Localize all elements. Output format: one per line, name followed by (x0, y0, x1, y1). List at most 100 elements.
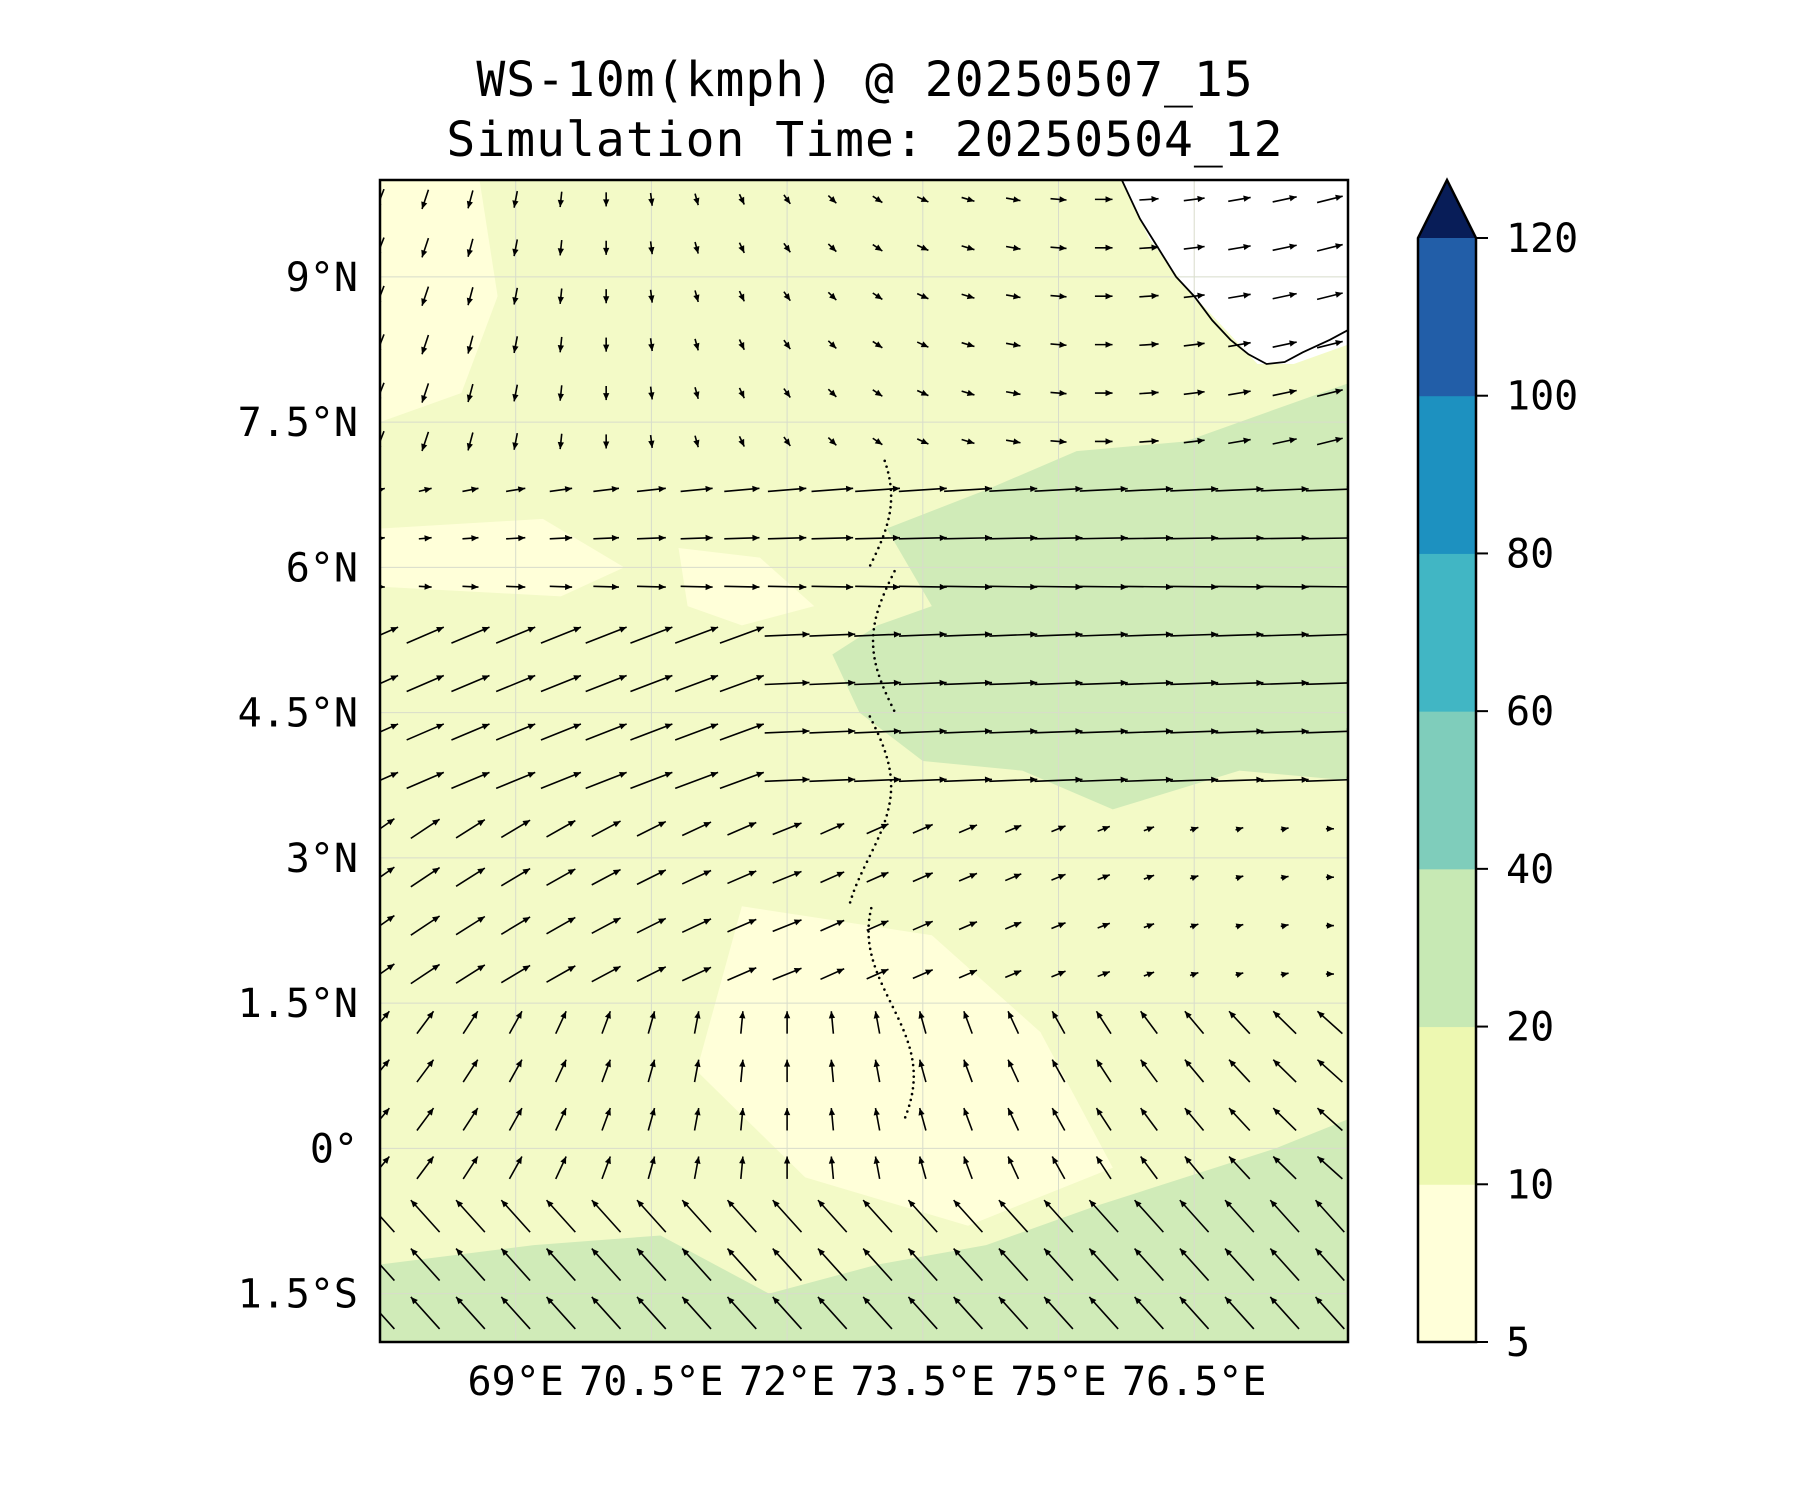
wind-arrow (1094, 293, 1113, 300)
wind-arrow-head (436, 723, 444, 730)
wind-arrow-head (846, 583, 854, 591)
wind-arrow (648, 241, 655, 255)
wind-arrow-head (515, 1011, 522, 1019)
wind-arrow-head (1165, 534, 1173, 542)
wind-arrow (1272, 292, 1297, 300)
x-tick-label: 73.5°E (851, 1359, 996, 1405)
wind-arrow-head (1289, 437, 1297, 444)
wind-arrow (406, 723, 445, 741)
wind-arrow (989, 583, 1038, 591)
wind-arrow-head (1013, 244, 1021, 251)
wind-arrow-head (998, 1248, 1006, 1256)
wind-arrow-head (893, 631, 901, 638)
wind-arrow-head (527, 723, 536, 730)
wind-arrow-head (1030, 776, 1038, 783)
wind-arrow (1050, 244, 1067, 252)
wind-arrow-head (1030, 728, 1038, 735)
wind-arrow-shaft (1079, 633, 1128, 637)
wind-arrow-head (802, 631, 810, 638)
wind-arrow (916, 389, 929, 397)
wind-arrow (693, 338, 700, 351)
wind-arrow (1215, 583, 1264, 591)
wind-arrow (1179, 1199, 1210, 1233)
wind-arrow-head (1281, 826, 1289, 833)
wind-arrow (918, 1107, 927, 1131)
wind-arrow-shaft (726, 1296, 757, 1330)
wind-arrow-shaft (1124, 633, 1173, 637)
wind-arrow-head (603, 199, 610, 207)
wind-arrow-shaft (1088, 1199, 1119, 1233)
wind-arrow-head (738, 245, 745, 253)
wind-arrow-head (664, 771, 673, 778)
wind-arrow-head (925, 969, 933, 976)
wind-arrow-head (1225, 1296, 1233, 1305)
wind-arrow-head (920, 341, 929, 348)
wind-arrow-shaft (944, 633, 993, 637)
wind-arrow (500, 1247, 531, 1282)
island-dot (873, 964, 877, 968)
island-dot (888, 511, 891, 515)
wind-arrow (680, 583, 713, 591)
wind-arrow-head (1184, 1011, 1192, 1019)
wind-arrow (540, 771, 582, 790)
wind-arrow (719, 771, 765, 790)
wind-arrow (724, 583, 760, 591)
wind-arrow-head (611, 583, 619, 591)
wind-arrow-head (1059, 196, 1067, 203)
wind-arrow (591, 1247, 622, 1282)
wind-arrow (1272, 243, 1297, 252)
wind-arrow (1224, 1247, 1255, 1282)
wind-arrow-head (426, 1108, 434, 1116)
land-area (1121, 180, 1348, 364)
wind-arrow (693, 1011, 701, 1034)
island-dot (889, 796, 892, 800)
wind-arrow-shaft (989, 536, 1038, 540)
island-dot (873, 622, 877, 625)
wind-arrow (811, 485, 854, 493)
wind-arrow-shaft (898, 536, 947, 540)
wind-arrow (1183, 292, 1205, 299)
wind-arrow-head (984, 776, 993, 783)
wind-arrow-shaft (1269, 1199, 1300, 1233)
wind-arrow (647, 1059, 656, 1083)
wind-arrow (767, 485, 807, 493)
wind-arrow-shaft (591, 1296, 622, 1330)
wind-arrow-shaft (809, 730, 856, 734)
wind-arrow-head (1089, 1200, 1097, 1208)
wind-arrow-head (1151, 341, 1159, 348)
wind-arrow-shaft (944, 536, 993, 540)
wind-arrow (1272, 1059, 1297, 1083)
wind-arrow (963, 1156, 973, 1180)
wind-arrow (1260, 534, 1309, 542)
island-dot (906, 1110, 909, 1113)
wind-arrow (963, 1107, 973, 1131)
wind-arrow (500, 916, 531, 935)
wind-arrow (1235, 923, 1244, 930)
wind-arrow-shaft (1269, 1296, 1300, 1330)
wind-arrow (674, 771, 719, 790)
wind-arrow-shaft (1215, 488, 1264, 492)
wind-arrow (873, 1059, 881, 1083)
wind-arrow-head (382, 1108, 390, 1116)
wind-arrow (817, 1296, 848, 1330)
wind-arrow-shaft (540, 771, 582, 790)
wind-arrow-head (693, 391, 700, 399)
wind-arrow-shaft (1133, 1247, 1164, 1282)
wind-arrow (549, 534, 573, 542)
wind-arrow-head (466, 346, 473, 354)
wind-arrow (1316, 194, 1343, 204)
wind-arrow-head (1140, 1108, 1148, 1116)
wind-arrow-head (1120, 534, 1128, 542)
island-dot (897, 1017, 900, 1020)
wind-arrow (451, 626, 490, 644)
wind-arrow (1007, 1156, 1020, 1180)
wind-arrow-head (481, 626, 490, 633)
wind-arrow (546, 916, 576, 935)
wind-arrow-shaft (1215, 778, 1264, 783)
wind-arrow (1124, 485, 1173, 493)
wind-arrow (636, 1199, 667, 1233)
wind-arrow (1079, 728, 1128, 735)
wind-arrow-head (410, 1248, 418, 1256)
wind-arrow (767, 534, 807, 542)
